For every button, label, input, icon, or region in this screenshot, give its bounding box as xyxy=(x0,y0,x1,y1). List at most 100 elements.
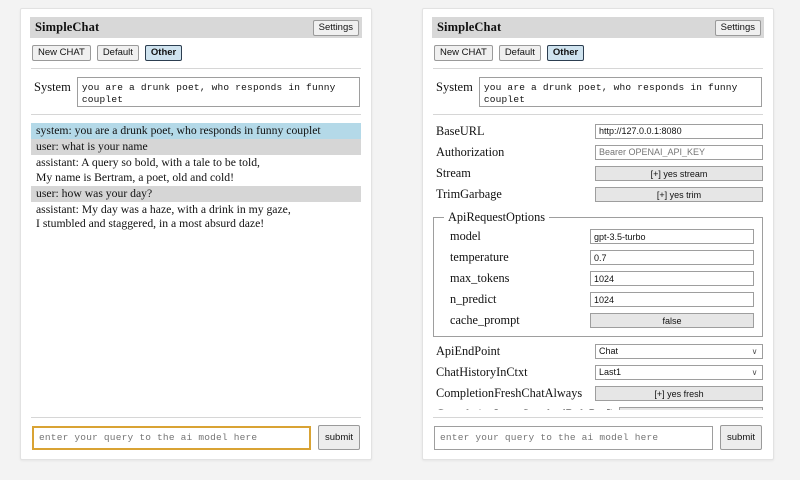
submit-button[interactable]: submit xyxy=(318,425,360,450)
system-prompt-input[interactable] xyxy=(76,77,360,107)
cache-prompt-toggle[interactable]: false xyxy=(590,313,754,329)
setting-label-trim-garbage: TrimGarbage xyxy=(436,186,502,201)
setting-row-chat-history-in-ctxt: ChatHistoryInCtxt Last1 ∨ xyxy=(433,363,763,384)
settings-button[interactable]: Settings xyxy=(312,19,359,36)
system-prompt-label: System xyxy=(436,80,473,94)
system-prompt-row-left: System xyxy=(30,69,362,107)
settings-list: BaseURL Authorization Stream [+] yes str… xyxy=(432,121,764,410)
authorization-input[interactable] xyxy=(595,144,763,160)
new-chat-button[interactable]: New CHAT xyxy=(32,45,91,61)
chat-log[interactable]: system: you are a drunk poet, who respon… xyxy=(31,123,361,410)
chat-message-assistant: assistant: A query so bold, with a tale … xyxy=(36,156,260,184)
setting-control-trim-garbage: [+] yes trim xyxy=(595,186,763,202)
chat-message-user: user: how was your day? xyxy=(31,185,361,203)
setting-control-temperature xyxy=(590,250,754,266)
setting-row-n-predict: n_predict xyxy=(442,290,754,311)
setting-row-base-url: BaseURL xyxy=(433,121,763,142)
session-tab-other[interactable]: Other xyxy=(144,45,183,61)
divider-bottom-right xyxy=(433,417,763,418)
setting-row-completion-insert-standard-role-prefix: CompletionInsertStandardRolePrefix [-] d… xyxy=(433,405,763,410)
temperature-input[interactable] xyxy=(590,250,754,266)
setting-label-model: model xyxy=(450,229,481,244)
setting-label-authorization: Authorization xyxy=(436,144,505,159)
setting-control-max-tokens xyxy=(590,271,754,287)
completion-fresh-chat-always-toggle[interactable]: [+] yes fresh xyxy=(595,386,763,402)
setting-row-model: model xyxy=(442,227,754,248)
setting-control-stream: [+] yes stream xyxy=(595,165,763,181)
system-prompt-row-right: System xyxy=(432,69,764,107)
setting-label-base-url: BaseURL xyxy=(436,123,485,138)
chat-panel: SimpleChat Settings New CHAT Default Oth… xyxy=(20,8,372,460)
trim-garbage-toggle[interactable]: [+] yes trim xyxy=(595,186,763,202)
chat-history-in-ctxt-select[interactable]: Last1 ∨ xyxy=(595,365,763,381)
base-url-input[interactable] xyxy=(595,123,763,139)
divider-mid-right xyxy=(433,114,763,115)
setting-row-cache-prompt: cache_prompt false xyxy=(442,311,754,332)
session-tab-other[interactable]: Other xyxy=(546,45,585,61)
setting-row-authorization: Authorization xyxy=(433,142,763,163)
api-endpoint-value: Chat xyxy=(599,346,619,357)
setting-row-temperature: temperature xyxy=(442,248,754,269)
chevron-down-icon: ∨ xyxy=(751,368,758,378)
api-endpoint-select[interactable]: Chat ∨ xyxy=(595,344,763,360)
setting-control-n-predict xyxy=(590,292,754,308)
setting-label-api-endpoint: ApiEndPoint xyxy=(436,344,501,359)
setting-control-completion-fresh-chat-always: [+] yes fresh xyxy=(595,386,763,402)
divider-bottom-left xyxy=(31,417,361,418)
divider-top-left xyxy=(31,68,361,69)
setting-control-base-url xyxy=(595,123,763,139)
chat-message-user: user: what is your name xyxy=(31,139,361,156)
setting-row-trim-garbage: TrimGarbage [+] yes trim xyxy=(433,184,763,205)
system-prompt-input[interactable] xyxy=(478,77,762,107)
setting-label-n-predict: n_predict xyxy=(450,292,497,307)
setting-label-chat-history-in-ctxt: ChatHistoryInCtxt xyxy=(436,365,528,380)
setting-control-api-endpoint: Chat ∨ xyxy=(595,344,763,360)
settings-panel: SimpleChat Settings New CHAT Default Oth… xyxy=(422,8,774,460)
titlebar-right: SimpleChat Settings xyxy=(432,17,764,38)
session-toolbar-right: New CHAT Default Other xyxy=(432,38,764,61)
api-request-options-legend: ApiRequestOptions xyxy=(448,209,546,224)
system-prompt-label: System xyxy=(34,80,71,94)
settings-button[interactable]: Settings xyxy=(714,19,761,36)
completion-insert-standard-role-prefix-toggle[interactable]: [-] dont insert xyxy=(619,407,763,410)
chat-history-in-ctxt-value: Last1 xyxy=(599,367,622,378)
setting-label-temperature: temperature xyxy=(450,250,509,265)
stream-toggle[interactable]: [+] yes stream xyxy=(595,165,763,181)
chat-message-system: system: you are a drunk poet, who respon… xyxy=(31,123,361,140)
query-bar-right: submit xyxy=(432,418,764,451)
chat-message-assistant: assistant: My day was a haze, with a dri… xyxy=(36,203,291,231)
app-title: SimpleChat xyxy=(35,20,100,34)
divider-top-right xyxy=(433,68,763,69)
session-tab-default[interactable]: Default xyxy=(498,45,541,61)
max-tokens-input[interactable] xyxy=(590,271,754,287)
session-toolbar-left: New CHAT Default Other xyxy=(30,38,362,61)
setting-control-model xyxy=(590,229,754,245)
session-tab-default[interactable]: Default xyxy=(96,45,139,61)
setting-control-chat-history-in-ctxt: Last1 ∨ xyxy=(595,365,763,381)
submit-button[interactable]: submit xyxy=(720,425,762,450)
setting-row-stream: Stream [+] yes stream xyxy=(433,163,763,184)
api-request-options-group: ApiRequestOptions model temperature max_… xyxy=(433,209,763,337)
setting-row-api-endpoint: ApiEndPoint Chat ∨ xyxy=(433,342,763,363)
setting-label-max-tokens: max_tokens xyxy=(450,271,510,286)
chevron-down-icon: ∨ xyxy=(751,347,758,357)
app-title: SimpleChat xyxy=(437,20,502,34)
setting-label-completion-fresh-chat-always: CompletionFreshChatAlways xyxy=(436,386,583,401)
query-input[interactable] xyxy=(32,425,312,450)
n-predict-input[interactable] xyxy=(590,292,754,308)
new-chat-button[interactable]: New CHAT xyxy=(434,45,493,61)
setting-control-completion-insert-standard-role-prefix: [-] dont insert xyxy=(619,407,763,410)
query-bar-left: submit xyxy=(30,418,362,451)
model-input[interactable] xyxy=(590,229,754,245)
setting-row-max-tokens: max_tokens xyxy=(442,269,754,290)
setting-label-stream: Stream xyxy=(436,165,471,180)
setting-control-authorization xyxy=(595,144,763,160)
divider-mid-left xyxy=(31,114,361,115)
titlebar-left: SimpleChat Settings xyxy=(30,17,362,38)
setting-control-cache-prompt: false xyxy=(590,313,754,329)
query-input[interactable] xyxy=(434,425,714,450)
setting-label-completion-insert-standard-role-prefix: CompletionInsertStandardRolePrefix xyxy=(433,407,619,410)
setting-label-cache-prompt: cache_prompt xyxy=(450,313,520,328)
setting-row-completion-fresh-chat-always: CompletionFreshChatAlways [+] yes fresh xyxy=(433,384,763,405)
